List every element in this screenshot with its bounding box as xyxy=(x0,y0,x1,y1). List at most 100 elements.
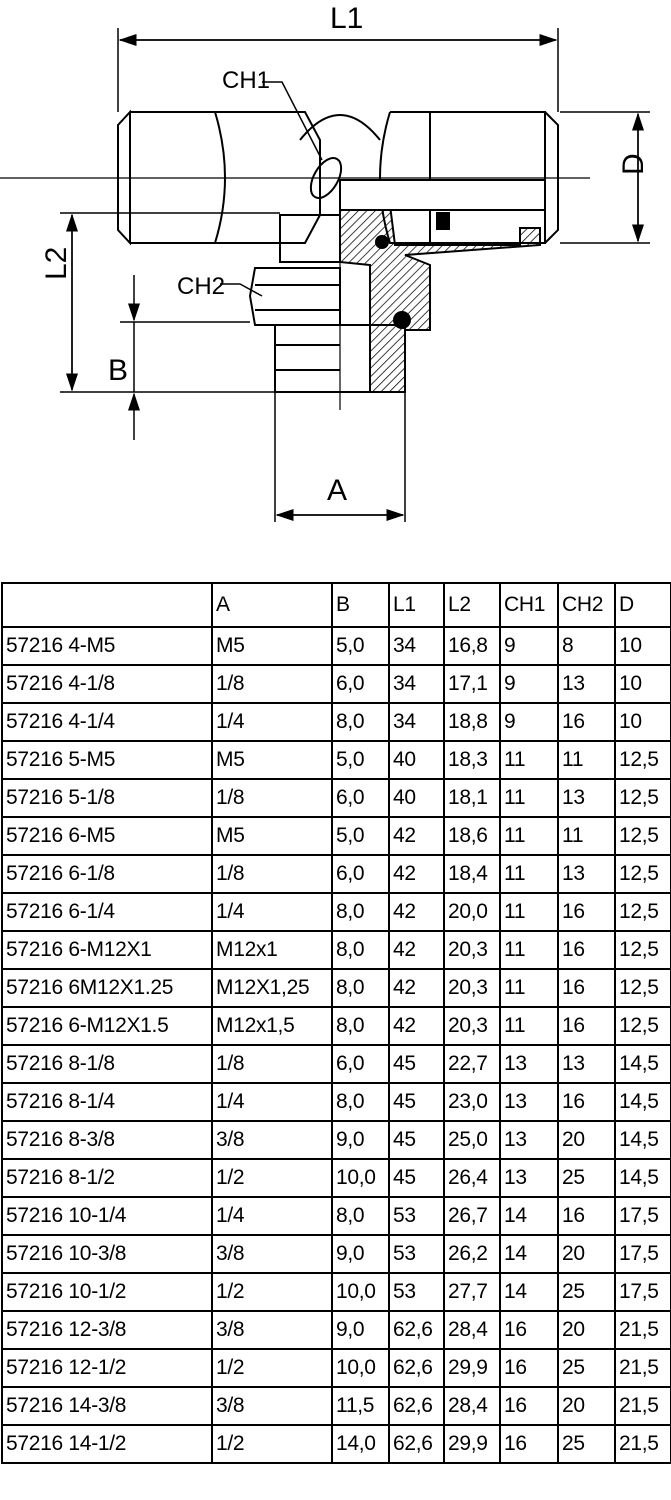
table-cell: 11 xyxy=(499,854,559,894)
dimension-lines xyxy=(60,28,650,522)
table-cell: 9 xyxy=(499,664,559,704)
table-cell: 17,5 xyxy=(614,1196,671,1236)
table-row: 57216 6-1/8 1/8 6,0 42 18,4 11 13 12,5 xyxy=(1,854,671,894)
dim-label-CH1: CH1 xyxy=(222,67,270,94)
table-cell: 17,5 xyxy=(614,1272,671,1312)
table-cell: 20,3 xyxy=(443,930,501,970)
table-cell: 57216 6M12X1.25 xyxy=(1,968,213,1008)
table-cell: 11 xyxy=(557,816,616,856)
fitting-body xyxy=(117,109,559,393)
table-cell: 20 xyxy=(557,1120,616,1160)
table-cell: A xyxy=(211,582,333,628)
table-cell: 10 xyxy=(614,626,671,666)
table-row: 57216 10-1/4 1/4 8,0 53 26,7 14 16 17,5 xyxy=(1,1196,671,1236)
dim-label-L1: L1 xyxy=(330,2,363,35)
table-cell: 12,5 xyxy=(614,1006,671,1046)
table-cell: 1/4 xyxy=(211,1196,333,1236)
table-cell: B xyxy=(331,582,390,628)
table-cell: 1/8 xyxy=(211,778,333,818)
table-cell: 53 xyxy=(388,1272,445,1312)
table-cell: 28,4 xyxy=(443,1386,501,1426)
table-cell: 57216 14-1/2 xyxy=(1,1424,213,1464)
table-cell: 8,0 xyxy=(331,930,390,970)
table-cell: 8,0 xyxy=(331,1082,390,1122)
table-cell: 11 xyxy=(499,930,559,970)
table-cell: 8,0 xyxy=(331,1006,390,1046)
table-cell: 16 xyxy=(499,1424,559,1464)
table-cell: 20 xyxy=(557,1386,616,1426)
table-cell: 11 xyxy=(499,968,559,1008)
table-cell: 27,7 xyxy=(443,1272,501,1312)
table-cell: CH2 xyxy=(557,582,616,628)
table-cell: 16 xyxy=(557,1196,616,1236)
table-cell: 57216 10-3/8 xyxy=(1,1234,213,1274)
table-cell: 10 xyxy=(614,664,671,704)
table-cell: 18,8 xyxy=(443,702,501,742)
table-cell: 18,6 xyxy=(443,816,501,856)
table-cell: 21,5 xyxy=(614,1386,671,1426)
table-cell: 5,0 xyxy=(331,626,390,666)
table-cell: 42 xyxy=(388,1006,445,1046)
fitting-technical-drawing: L1 CH1 CH2 D L2 B A xyxy=(0,2,650,522)
table-cell: 57216 12-1/2 xyxy=(1,1348,213,1388)
dimensions-table: A B L1 L2 CH1 CH2 D 57216 4-M5 M5 5,0 34 16,8 9 8 10 57… xyxy=(1,582,671,1464)
table-cell: 12,5 xyxy=(614,968,671,1008)
table-cell: 62,6 xyxy=(388,1310,445,1350)
table-cell: M12x1,5 xyxy=(211,1006,333,1046)
table-cell: 3/8 xyxy=(211,1120,333,1160)
table-cell: 25 xyxy=(557,1272,616,1312)
table-row: 57216 14-1/2 1/2 14,0 62,6 29,9 16 25 21,5 xyxy=(1,1424,671,1464)
table-cell: 57216 10-1/2 xyxy=(1,1272,213,1312)
table-cell: 16 xyxy=(557,892,616,932)
table-cell: 34 xyxy=(388,664,445,704)
table-cell: 26,4 xyxy=(443,1158,501,1198)
table-cell: 10,0 xyxy=(331,1272,390,1312)
table-cell: 6,0 xyxy=(331,778,390,818)
table-row: 57216 8-3/8 3/8 9,0 45 25,0 13 20 14,5 xyxy=(1,1120,671,1160)
table-cell: 17,5 xyxy=(614,1234,671,1274)
center-lines xyxy=(0,177,590,410)
table-cell: 11 xyxy=(499,816,559,856)
table-cell: 25,0 xyxy=(443,1120,501,1160)
table-cell: 57216 4-M5 xyxy=(1,626,213,666)
table-row: 57216 6-M5 M5 5,0 42 18,6 11 11 12,5 xyxy=(1,816,671,856)
table-cell: 12,5 xyxy=(614,854,671,894)
table-cell: 62,6 xyxy=(388,1348,445,1388)
table-cell: 16 xyxy=(557,702,616,742)
table-cell: 10,0 xyxy=(331,1348,390,1388)
table-cell: 57216 8-1/2 xyxy=(1,1158,213,1198)
table-cell: 26,7 xyxy=(443,1196,501,1236)
table-cell: 12,5 xyxy=(614,778,671,818)
table-cell: 14,5 xyxy=(614,1120,671,1160)
table-cell: 29,9 xyxy=(443,1348,501,1388)
table-cell: 11 xyxy=(499,740,559,780)
table-cell: 53 xyxy=(388,1234,445,1274)
table-cell: 14 xyxy=(499,1196,559,1236)
table-cell: 13 xyxy=(557,778,616,818)
table-cell: 1/8 xyxy=(211,1044,333,1084)
table-cell: 20,3 xyxy=(443,1006,501,1046)
table-cell: 42 xyxy=(388,816,445,856)
table-cell: 57216 5-M5 xyxy=(1,740,213,780)
table-cell: 42 xyxy=(388,930,445,970)
table-cell: 22,7 xyxy=(443,1044,501,1084)
table-cell: 14 xyxy=(499,1234,559,1274)
table-cell: M5 xyxy=(211,626,333,666)
table-cell: 8 xyxy=(557,626,616,666)
table-cell: 10 xyxy=(614,702,671,742)
dim-label-D: D xyxy=(617,153,650,175)
table-cell: 45 xyxy=(388,1082,445,1122)
table-cell: M12X1,25 xyxy=(211,968,333,1008)
table-cell: 11 xyxy=(499,1006,559,1046)
table-row: 57216 4-1/4 1/4 8,0 34 18,8 9 16 10 xyxy=(1,702,671,742)
table-row: 57216 5-M5 M5 5,0 40 18,3 11 11 12,5 xyxy=(1,740,671,780)
table-cell: 20 xyxy=(557,1234,616,1274)
table-cell: 34 xyxy=(388,626,445,666)
table-cell: 29,9 xyxy=(443,1424,501,1464)
table-cell: 12,5 xyxy=(614,930,671,970)
table-cell: 25 xyxy=(557,1348,616,1388)
table-row: 57216 14-3/8 3/8 11,5 62,6 28,4 16 20 21,5 xyxy=(1,1386,671,1426)
table-row: 57216 8-1/2 1/2 10,0 45 26,4 13 25 14,5 xyxy=(1,1158,671,1198)
table-cell: 11 xyxy=(557,740,616,780)
table-cell: 11 xyxy=(499,892,559,932)
